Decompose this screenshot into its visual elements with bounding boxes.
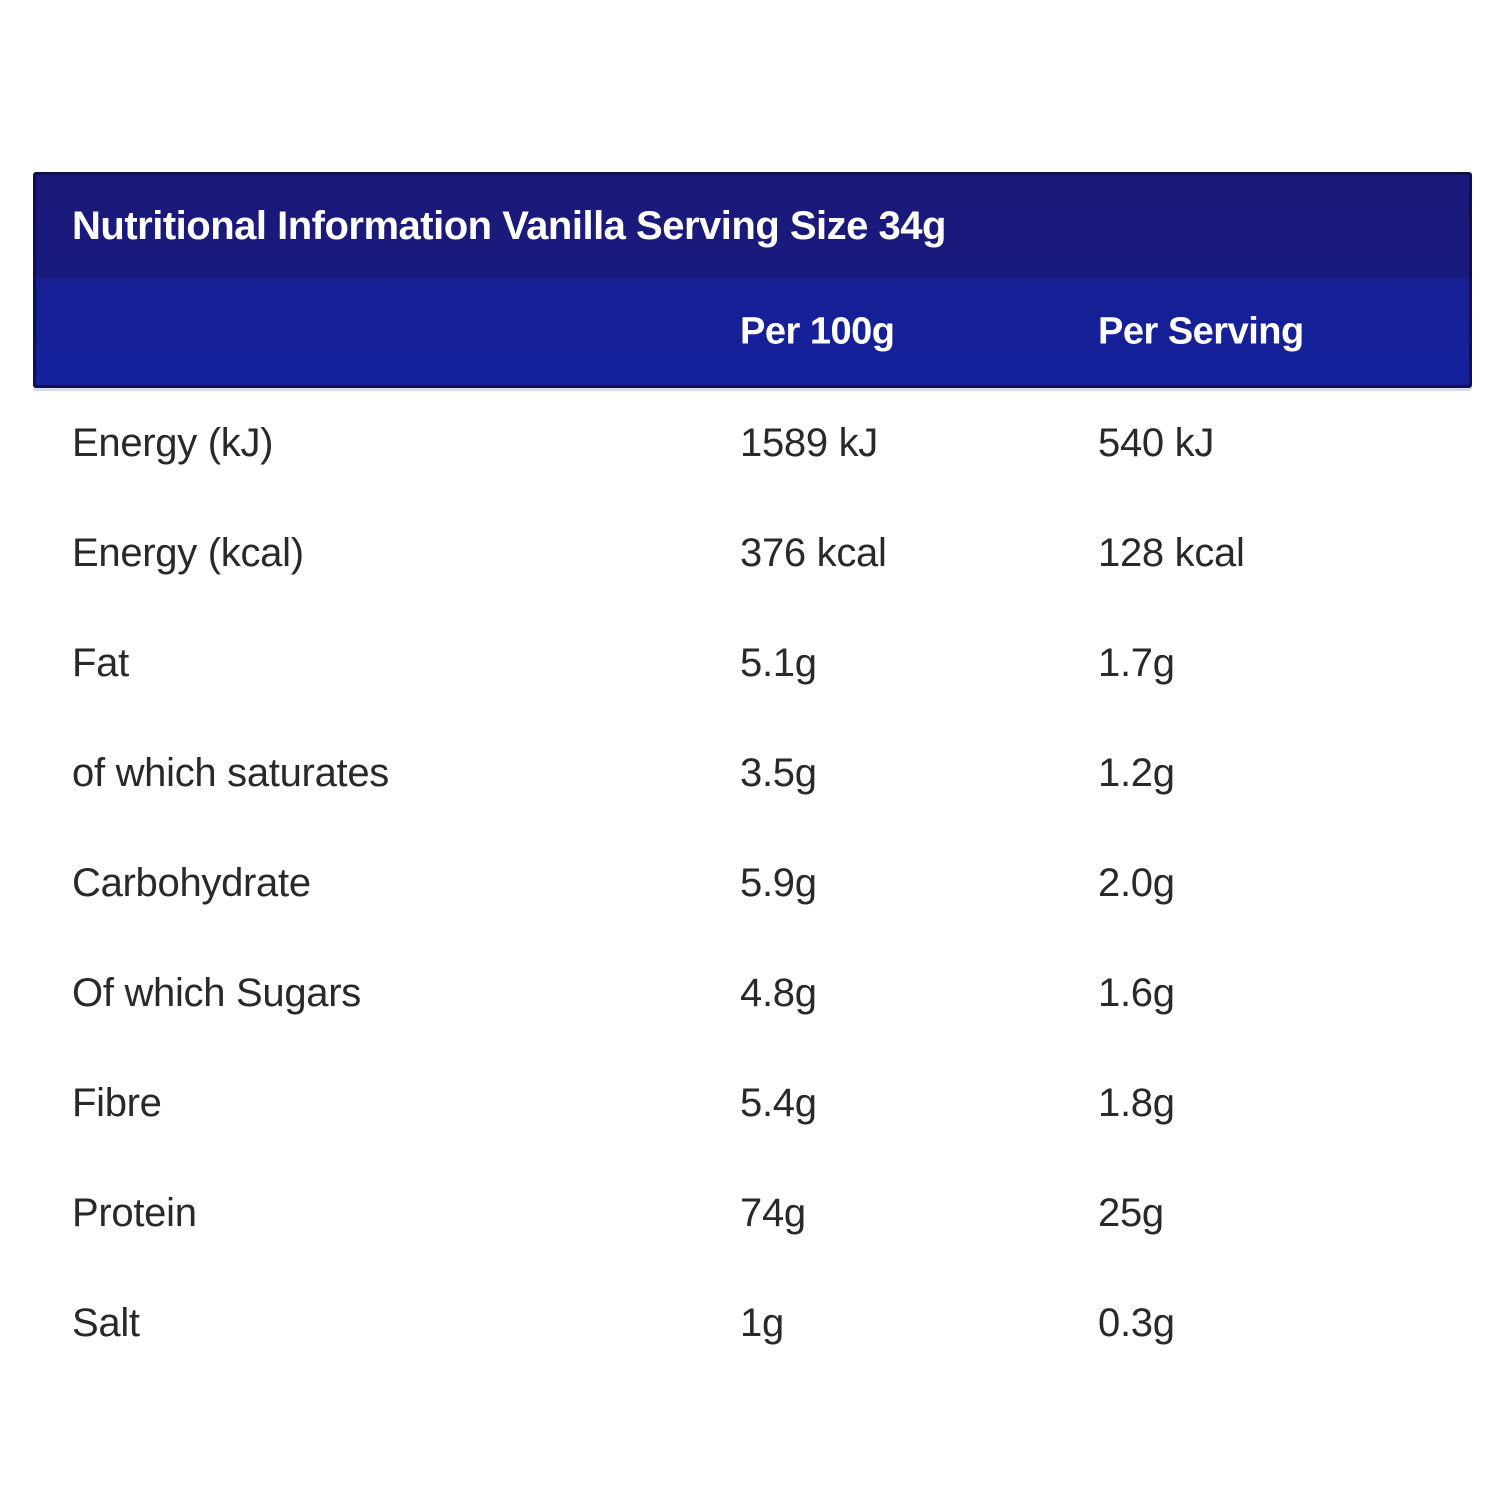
- row-per-100g: 5.1g: [740, 640, 817, 685]
- table-row: Energy (kcal) 376 kcal 128 kcal: [0, 498, 1500, 608]
- nutrition-rows: Energy (kJ) 1589 kJ 540 kJ Energy (kcal)…: [0, 388, 1500, 1378]
- column-header-per-100g: Per 100g: [740, 310, 895, 352]
- row-per-serving: 2.0g: [1098, 860, 1175, 905]
- table-row: Protein 74g 25g: [0, 1158, 1500, 1268]
- nutrition-title-band: Nutritional Information Vanilla Serving …: [36, 175, 1469, 278]
- row-label: of which saturates: [72, 750, 389, 795]
- row-label: Carbohydrate: [72, 860, 311, 905]
- nutrition-header: Nutritional Information Vanilla Serving …: [33, 172, 1472, 388]
- row-per-100g: 1589 kJ: [740, 420, 878, 465]
- row-label: Fibre: [72, 1080, 162, 1125]
- table-row: Carbohydrate 5.9g 2.0g: [0, 828, 1500, 938]
- nutrition-title: Nutritional Information Vanilla Serving …: [72, 204, 946, 248]
- row-label: Energy (kcal): [72, 530, 304, 575]
- table-row: of which saturates 3.5g 1.2g: [0, 718, 1500, 828]
- row-label: Protein: [72, 1190, 197, 1235]
- table-row: Salt 1g 0.3g: [0, 1268, 1500, 1378]
- table-row: Fat 5.1g 1.7g: [0, 608, 1500, 718]
- row-per-100g: 4.8g: [740, 970, 817, 1015]
- row-per-serving: 128 kcal: [1098, 530, 1245, 575]
- row-per-serving: 540 kJ: [1098, 420, 1215, 465]
- row-per-serving: 25g: [1098, 1190, 1164, 1235]
- row-per-100g: 5.9g: [740, 860, 817, 905]
- table-row: Fibre 5.4g 1.8g: [0, 1048, 1500, 1158]
- row-per-serving: 1.8g: [1098, 1080, 1175, 1125]
- row-per-100g: 5.4g: [740, 1080, 817, 1125]
- row-per-100g: 3.5g: [740, 750, 817, 795]
- row-label: Energy (kJ): [72, 420, 274, 465]
- row-label: Fat: [72, 640, 129, 685]
- row-label: Of which Sugars: [72, 970, 361, 1015]
- row-per-100g: 1g: [740, 1300, 784, 1345]
- row-per-serving: 1.7g: [1098, 640, 1175, 685]
- column-header-band: Per 100g Per Serving: [36, 278, 1469, 385]
- row-per-serving: 1.2g: [1098, 750, 1175, 795]
- row-per-100g: 376 kcal: [740, 530, 887, 575]
- row-per-100g: 74g: [740, 1190, 806, 1235]
- column-header-per-serving: Per Serving: [1098, 310, 1304, 352]
- row-label: Salt: [72, 1300, 140, 1345]
- row-per-serving: 1.6g: [1098, 970, 1175, 1015]
- row-per-serving: 0.3g: [1098, 1300, 1175, 1345]
- table-row: Energy (kJ) 1589 kJ 540 kJ: [0, 388, 1500, 498]
- table-row: Of which Sugars 4.8g 1.6g: [0, 938, 1500, 1048]
